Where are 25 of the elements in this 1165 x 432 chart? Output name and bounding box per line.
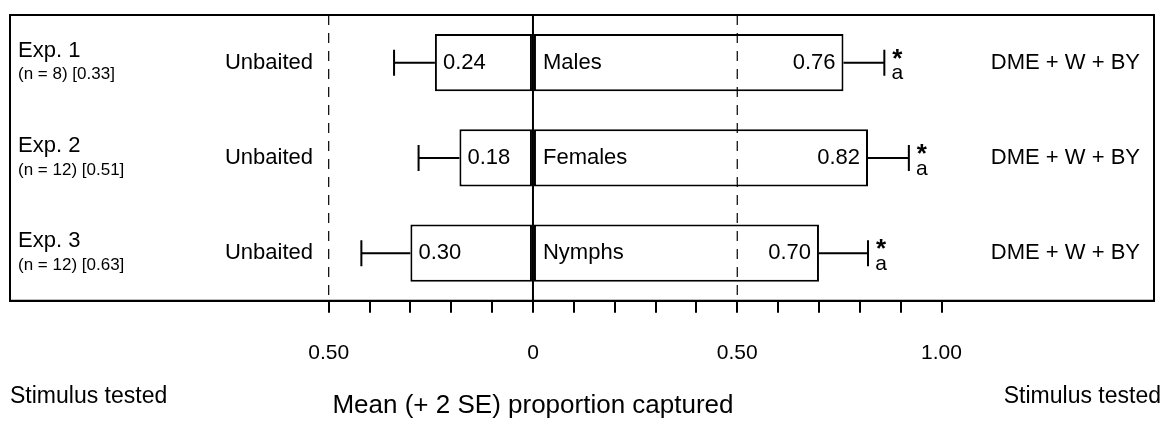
- y-tick-label: Exp. 2 (n = 12) [0.51]: [18, 131, 125, 179]
- data-label: 0.30: [418, 239, 462, 265]
- x-tick-label: 0.50: [716, 340, 758, 364]
- annotation: Unbaited: [224, 48, 313, 74]
- annotation: Unbaited: [224, 143, 313, 169]
- x-tick-label: 0: [527, 340, 539, 364]
- data-label: 0.70: [768, 239, 811, 265]
- annotation: Unbaited: [224, 239, 313, 265]
- data-label: 0.24: [442, 48, 486, 74]
- text: Stimulus tested: [1003, 382, 1161, 409]
- annotation: Females: [542, 143, 628, 169]
- data-label: 0.18: [467, 143, 511, 169]
- annotation: Nymphs: [542, 239, 624, 265]
- data-label: 0.76: [792, 48, 836, 74]
- annotation: DME + W + BY: [990, 239, 1141, 265]
- x-tick-label: 0.50: [308, 340, 350, 364]
- annotation: DME + W + BY: [990, 48, 1141, 74]
- text: Stimulus tested: [10, 382, 168, 409]
- y-tick-label: Exp. 1 (n = 8) [0.33]: [18, 36, 115, 84]
- x-tick-label: 1.00: [921, 340, 962, 364]
- y-tick-label: Exp. 3 (n = 12) [0.63]: [18, 227, 125, 274]
- x-axis-title: Mean (+ 2 SE) proportion captured: [332, 389, 734, 420]
- annotation: DME + W + BY: [990, 143, 1141, 169]
- data-label: 0.82: [817, 143, 860, 169]
- annotation: Males: [542, 48, 602, 74]
